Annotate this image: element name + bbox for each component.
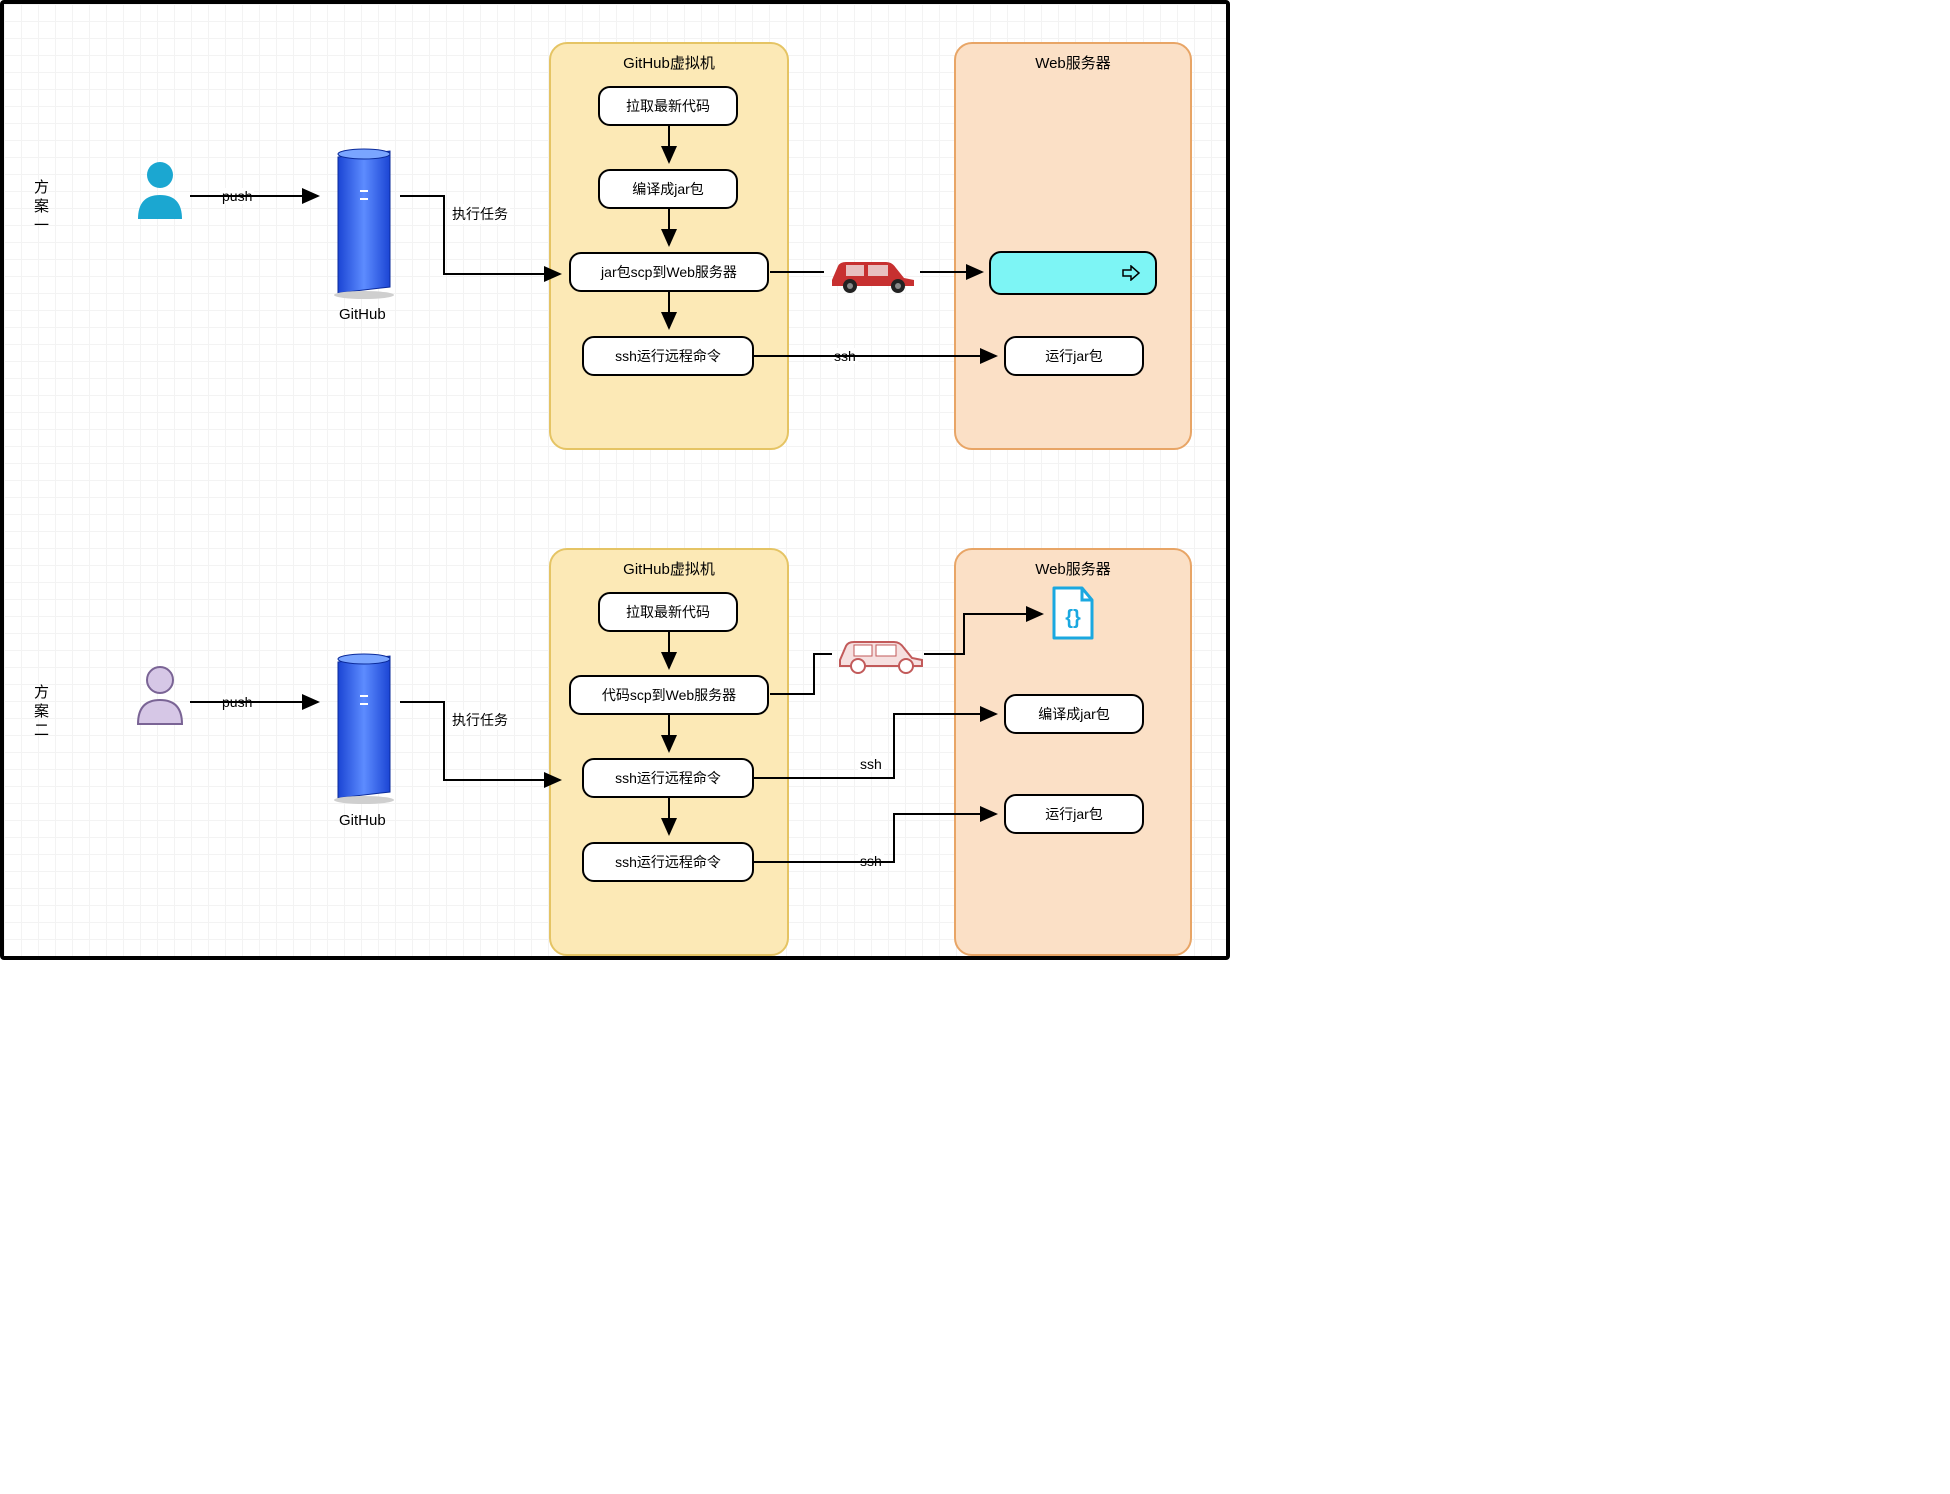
arrow-icon <box>1121 265 1141 281</box>
cyan-node <box>989 251 1157 295</box>
user-icon <box>132 159 188 223</box>
ssh-label: ssh <box>858 756 884 772</box>
web-step-node: 运行jar包 <box>1004 794 1144 834</box>
web-step-node: 编译成jar包 <box>1004 694 1144 734</box>
step-node: jar包scp到Web服务器 <box>569 252 769 292</box>
exec-label: 执行任务 <box>450 710 510 730</box>
car-icon <box>824 252 924 296</box>
svg-text:{}: {} <box>1065 607 1081 629</box>
step-node: ssh运行远程命令 <box>582 336 754 376</box>
push-label: push <box>220 694 254 710</box>
ssh-label: ssh <box>858 853 884 869</box>
car-icon <box>832 632 932 676</box>
step-node: 编译成jar包 <box>598 169 738 209</box>
web-step-node: 运行jar包 <box>1004 336 1144 376</box>
vm-title: GitHub虚拟机 <box>551 52 787 73</box>
scheme1-label: 方案一 <box>30 179 51 236</box>
scheme2-label: 方案二 <box>30 684 51 741</box>
ssh-label: ssh <box>832 348 858 364</box>
web-server-container: Web服务器 <box>954 42 1192 450</box>
diagram-canvas: 方案一 push GitHub 执行任务 GitHub虚拟机 拉取最新代码 编译… <box>0 0 1230 960</box>
step-node: ssh运行远程命令 <box>582 758 754 798</box>
github-label: GitHub <box>339 812 386 829</box>
step-node: 拉取最新代码 <box>598 86 738 126</box>
server-icon <box>324 139 404 299</box>
doc-icon: {} <box>1048 586 1098 642</box>
step-node: 拉取最新代码 <box>598 592 738 632</box>
server-icon <box>324 644 404 804</box>
user-icon <box>132 664 188 728</box>
step-node: 代码scp到Web服务器 <box>569 675 769 715</box>
exec-label: 执行任务 <box>450 204 510 224</box>
vm-title: GitHub虚拟机 <box>551 558 787 579</box>
push-label: push <box>220 188 254 204</box>
web-title: Web服务器 <box>956 52 1190 73</box>
step-node: ssh运行远程命令 <box>582 842 754 882</box>
web-title: Web服务器 <box>956 558 1190 579</box>
github-label: GitHub <box>339 306 386 323</box>
